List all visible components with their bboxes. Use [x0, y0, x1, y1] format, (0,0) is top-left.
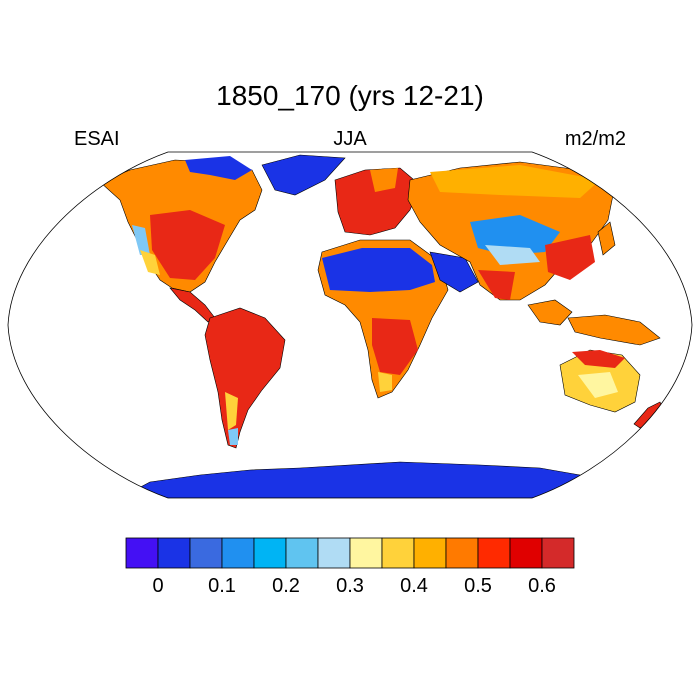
- landmass-southeast-asia: [527, 299, 573, 326]
- map-content: [99, 154, 667, 498]
- landmass-arabia: [429, 251, 479, 293]
- colorbar-swatch: [541, 537, 575, 569]
- colorbar-swatch: [349, 537, 383, 569]
- colorbar-swatch: [381, 537, 415, 569]
- landmass-south-america: [204, 307, 286, 449]
- colorbar-boxes: [125, 537, 575, 569]
- colorbar-swatch: [189, 537, 223, 569]
- colorbar-swatch: [125, 537, 159, 569]
- units-label: m2/m2: [564, 128, 626, 150]
- landmass-greenland: [261, 154, 346, 196]
- region-australia-north: [572, 350, 625, 368]
- region-canada-north: [185, 156, 252, 180]
- colorbar-tick-label: 0.2: [272, 575, 300, 597]
- region-south-america-south: [225, 392, 238, 430]
- colorbar-tick-label: 0.6: [528, 575, 556, 597]
- colorbar-swatch: [413, 537, 447, 569]
- region-south-america-tip: [228, 428, 238, 445]
- colorbar-tick-label: 0: [152, 575, 164, 597]
- colorbar-swatch: [509, 537, 543, 569]
- colorbar-tick-label: 0.3: [336, 575, 364, 597]
- colorbar-swatch: [477, 537, 511, 569]
- landmass-indonesia: [567, 314, 661, 346]
- region-australia-interior: [578, 372, 618, 398]
- region-sahara: [322, 248, 435, 292]
- colorbar-tick-label: 0.1: [208, 575, 236, 597]
- variable-label: ESAI: [74, 128, 120, 150]
- region-north-america-east: [150, 210, 225, 280]
- colorbar-swatch: [253, 537, 287, 569]
- region-south-africa: [378, 372, 392, 392]
- region-tibet: [485, 245, 540, 265]
- region-central-africa: [372, 318, 418, 375]
- colorbar-swatch: [285, 537, 319, 569]
- colorbar-swatch: [317, 537, 351, 569]
- season-label: JJA: [333, 128, 367, 150]
- colorbar-tick-label: 0.5: [464, 575, 492, 597]
- region-north-america-southwest: [140, 250, 160, 275]
- region-central-asia: [470, 215, 560, 255]
- colorbar-swatch: [445, 537, 479, 569]
- landmass-japan: [597, 221, 616, 256]
- region-siberia: [430, 165, 600, 198]
- map-outline: [7, 151, 693, 499]
- colorbar-tick-label: 0.4: [400, 575, 428, 597]
- region-south-asia: [478, 270, 515, 300]
- region-scandinavia: [370, 168, 398, 192]
- landmass-europe: [334, 167, 421, 236]
- region-north-america-west: [132, 225, 150, 255]
- colorbar-swatch: [157, 537, 191, 569]
- region-east-asia: [545, 235, 595, 280]
- colorbar-swatch: [221, 537, 255, 569]
- plot-title: 1850_170 (yrs 12-21): [216, 80, 484, 111]
